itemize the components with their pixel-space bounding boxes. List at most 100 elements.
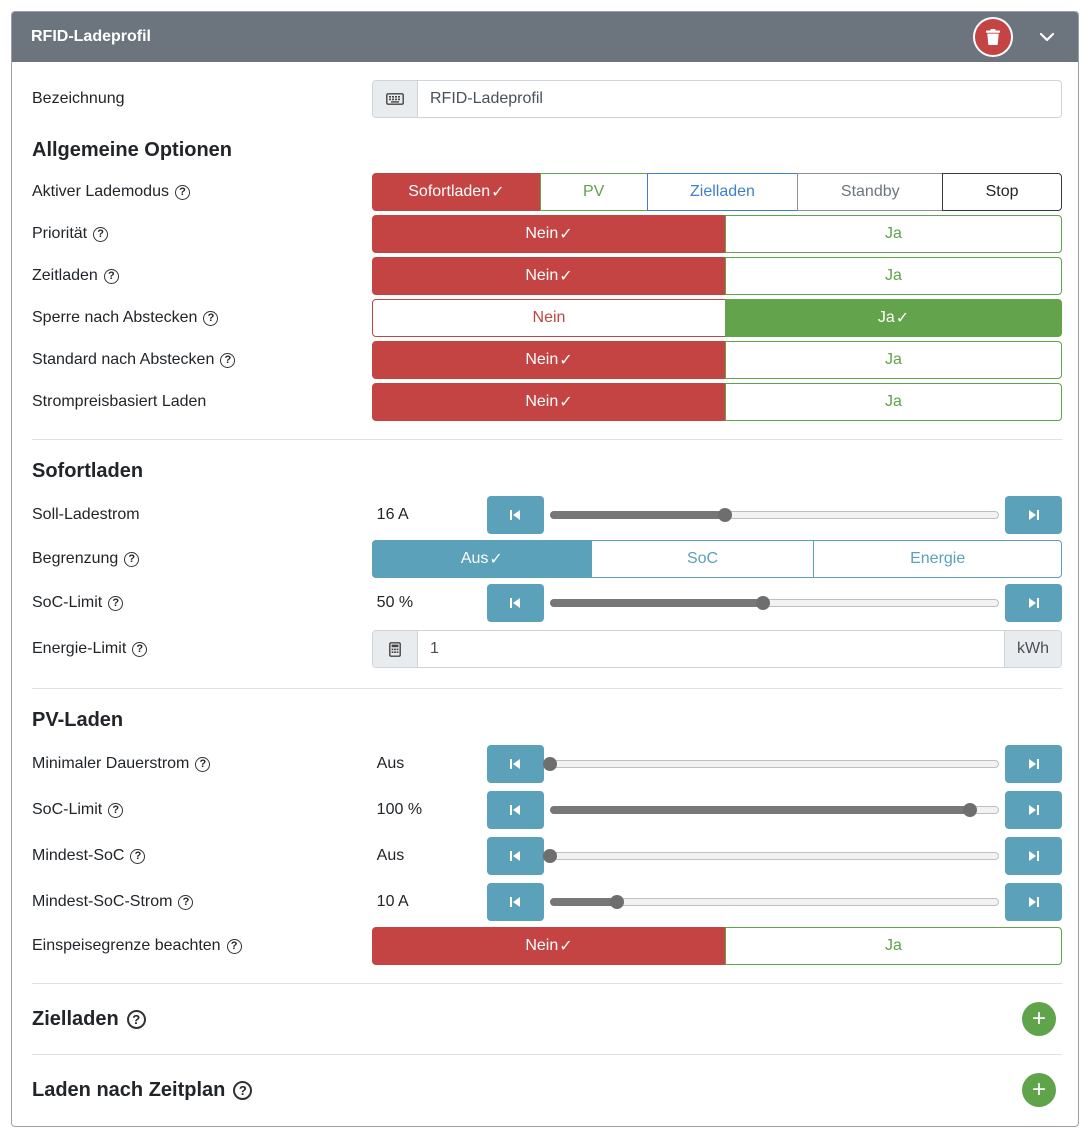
mode-sofortladen-button[interactable]: Sofortladen ✓ bbox=[372, 173, 541, 211]
target-current-label: Soll-Ladestrom bbox=[32, 506, 140, 523]
increase-button[interactable] bbox=[1005, 496, 1062, 534]
help-icon[interactable]: ? bbox=[93, 226, 109, 242]
card-body: Bezeichnung RFID-Ladeprofil Allgemeine O… bbox=[12, 79, 1078, 1125]
feed-in-limit-label: Einspeisegrenze beachten bbox=[32, 937, 221, 954]
feed-in-no-button[interactable]: Nein ✓ bbox=[372, 927, 726, 965]
lock-yes-button[interactable]: Ja ✓ bbox=[725, 299, 1062, 337]
target-charging-heading: Zielladen? bbox=[32, 1008, 146, 1031]
help-icon[interactable]: ? bbox=[108, 595, 124, 611]
slider-thumb[interactable] bbox=[718, 508, 732, 522]
feed-in-limit-toggle: Nein ✓ Ja bbox=[372, 927, 1062, 965]
add-target-charging-button[interactable]: + bbox=[1022, 1002, 1056, 1036]
decrease-button[interactable] bbox=[486, 745, 544, 783]
slider-thumb[interactable] bbox=[542, 757, 557, 771]
increase-button[interactable] bbox=[1005, 837, 1062, 875]
priority-yes-button[interactable]: Ja bbox=[725, 215, 1062, 253]
decrease-button[interactable] bbox=[486, 791, 544, 829]
mode-pv-button[interactable]: PV bbox=[539, 173, 648, 211]
help-icon[interactable]: ? bbox=[220, 352, 236, 368]
card-header[interactable]: RFID-Ladeprofil bbox=[12, 12, 1078, 62]
name-input-value[interactable]: RFID-Ladeprofil bbox=[430, 90, 543, 107]
general-options-title: Allgemeine Optionen bbox=[32, 138, 233, 161]
increase-button[interactable] bbox=[1005, 791, 1062, 829]
chevron-down-icon bbox=[1039, 32, 1055, 42]
min-soc-slider[interactable] bbox=[542, 837, 1006, 875]
limit-off-button[interactable]: Aus ✓ bbox=[372, 540, 592, 578]
pv-soc-limit-slider[interactable] bbox=[544, 791, 1006, 829]
calculator-icon bbox=[373, 631, 418, 667]
time-charging-no-button[interactable]: Nein ✓ bbox=[372, 257, 726, 295]
default-yes-button[interactable]: Ja bbox=[725, 341, 1062, 379]
help-icon[interactable]: ? bbox=[195, 756, 211, 772]
default-after-unplug-row: Standard nach Abstecken? Nein ✓ Ja bbox=[32, 339, 1062, 381]
priority-no-button[interactable]: Nein ✓ bbox=[372, 215, 726, 253]
limit-soc-button[interactable]: SoC bbox=[590, 540, 815, 578]
lock-no-button[interactable]: Nein bbox=[372, 299, 726, 337]
help-icon[interactable]: ? bbox=[124, 551, 140, 567]
default-no-button[interactable]: Nein ✓ bbox=[372, 341, 726, 379]
keyboard-icon bbox=[373, 81, 418, 117]
help-icon[interactable]: ? bbox=[130, 848, 146, 864]
instant-charging-heading: Sofortladen bbox=[32, 450, 1062, 492]
energy-limit-input[interactable]: 1 bbox=[430, 640, 439, 657]
collapse-toggle[interactable] bbox=[1037, 27, 1057, 47]
energy-limit-field[interactable]: 1 kWh bbox=[372, 630, 1062, 668]
charge-mode-group: Sofortladen ✓ PV Zielladen Standby Stop bbox=[372, 173, 1062, 211]
help-icon[interactable]: ? bbox=[178, 894, 194, 910]
time-charging-row: Zeitladen? Nein ✓ Ja bbox=[32, 255, 1062, 297]
target-charging-title: Zielladen bbox=[32, 1007, 119, 1030]
help-icon[interactable]: ? bbox=[226, 938, 242, 954]
help-icon[interactable]: ? bbox=[203, 310, 219, 326]
priority-label: Priorität bbox=[32, 225, 88, 242]
limit-energy-button[interactable]: Energie bbox=[813, 540, 1062, 578]
price-no-button[interactable]: Nein ✓ bbox=[372, 383, 726, 421]
check-icon: ✓ bbox=[491, 184, 505, 201]
help-icon[interactable]: ? bbox=[132, 641, 148, 657]
feed-in-yes-button[interactable]: Ja bbox=[725, 927, 1062, 965]
mode-standby-button[interactable]: Standby bbox=[797, 173, 944, 211]
help-icon[interactable]: ? bbox=[174, 184, 190, 200]
charge-profile-card: RFID-Ladeprofil Bezeichnung RFID-Lad bbox=[11, 11, 1079, 1127]
soc-limit-slider[interactable] bbox=[544, 584, 1006, 622]
decrease-button[interactable] bbox=[486, 584, 544, 622]
help-icon[interactable]: ? bbox=[108, 802, 124, 818]
lock-after-unplug-label: Sperre nach Abstecken bbox=[32, 309, 198, 326]
trash-icon bbox=[986, 29, 1000, 45]
name-field[interactable]: RFID-Ladeprofil bbox=[372, 80, 1062, 118]
price-based-row: Strompreisbasiert Laden Nein ✓ Ja bbox=[32, 381, 1062, 423]
charge-mode-label: Aktiver Lademodus bbox=[32, 183, 169, 200]
increase-button[interactable] bbox=[1005, 883, 1062, 921]
default-after-unplug-toggle: Nein ✓ Ja bbox=[372, 341, 1062, 379]
target-current-slider[interactable] bbox=[544, 496, 1006, 534]
soc-limit-row: SoC-Limit? 50 % bbox=[32, 580, 1062, 626]
mode-stop-button[interactable]: Stop bbox=[942, 173, 1062, 211]
min-soc-current-slider[interactable] bbox=[544, 883, 1006, 921]
slider-thumb[interactable] bbox=[610, 895, 624, 909]
slider-thumb[interactable] bbox=[963, 803, 978, 817]
min-current-slider[interactable] bbox=[542, 745, 1006, 783]
time-charging-yes-button[interactable]: Ja bbox=[725, 257, 1062, 295]
check-icon: ✓ bbox=[559, 226, 573, 243]
priority-row: Priorität? Nein ✓ Ja bbox=[32, 213, 1062, 255]
price-yes-button[interactable]: Ja bbox=[725, 383, 1062, 421]
slider-thumb[interactable] bbox=[756, 596, 771, 610]
decrease-button[interactable] bbox=[486, 883, 544, 921]
help-icon[interactable]: ? bbox=[126, 1009, 146, 1029]
step-back-icon bbox=[510, 805, 521, 815]
help-icon[interactable]: ? bbox=[103, 268, 119, 284]
increase-button[interactable] bbox=[1005, 584, 1062, 622]
min-soc-current-value: 10 A bbox=[376, 893, 409, 910]
decrease-button[interactable] bbox=[486, 496, 544, 534]
pv-soc-limit-label: SoC-Limit bbox=[32, 801, 103, 818]
increase-button[interactable] bbox=[1005, 745, 1062, 783]
lock-after-unplug-toggle: Nein Ja ✓ bbox=[372, 299, 1062, 337]
delete-button[interactable] bbox=[973, 17, 1013, 57]
divider bbox=[32, 983, 1062, 984]
limit-group: Aus ✓ SoC Energie bbox=[372, 540, 1062, 578]
add-schedule-button[interactable]: + bbox=[1022, 1073, 1056, 1107]
mode-zielladen-button[interactable]: Zielladen bbox=[646, 173, 799, 211]
step-forward-icon bbox=[1028, 851, 1039, 861]
slider-thumb[interactable] bbox=[542, 849, 557, 863]
help-icon[interactable]: ? bbox=[233, 1080, 253, 1100]
decrease-button[interactable] bbox=[486, 837, 544, 875]
